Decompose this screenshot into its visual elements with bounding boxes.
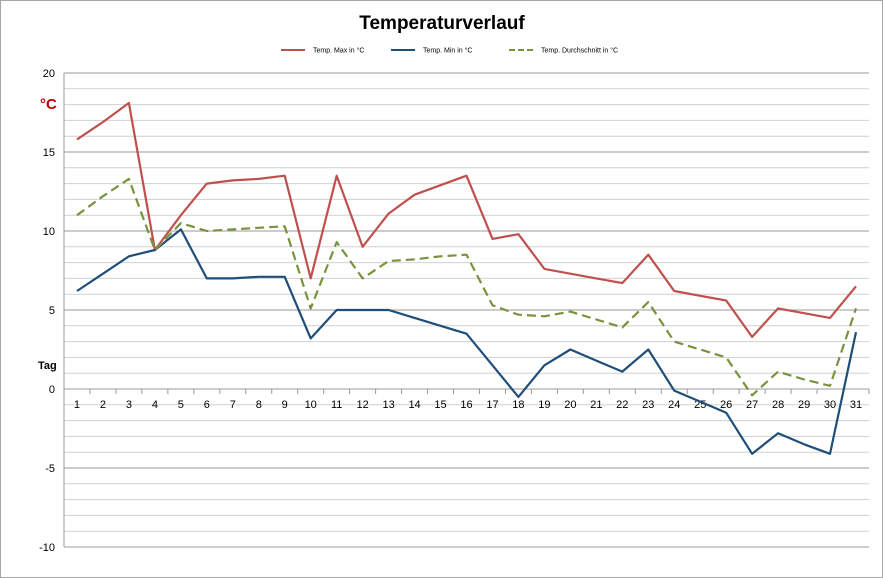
legend: Temp. Max in °C Temp. Min in °C Temp. Durc… — [281, 47, 618, 55]
x-tick-label: 27 — [746, 399, 758, 411]
x-tick-label: 4 — [152, 399, 158, 411]
x-tick-label: 6 — [204, 399, 210, 411]
x-tick-label: 24 — [668, 399, 680, 411]
legend-label: Temp. Durchschnitt in °C — [541, 47, 618, 55]
y-tick-label: 10 — [43, 226, 55, 238]
x-tick-label: 28 — [772, 399, 784, 411]
x-tick-label: 15 — [434, 399, 446, 411]
x-tick-label: 31 — [850, 399, 862, 411]
y-tick-label: 0 — [49, 384, 55, 396]
x-tick-label: 8 — [256, 399, 262, 411]
series-lines — [76, 101, 858, 455]
x-tick-label: 5 — [178, 399, 184, 411]
x-tick-label: 10 — [305, 399, 317, 411]
chart-title: Temperaturverlauf — [359, 13, 525, 34]
x-tick-label: 20 — [564, 399, 576, 411]
y-tick-label: 15 — [43, 147, 55, 159]
y-unit-label: °C — [40, 96, 57, 113]
x-tick-label: 29 — [798, 399, 810, 411]
x-tick-label: 11 — [331, 399, 342, 411]
grid-lines — [63, 72, 869, 548]
x-tick-label: 7 — [230, 399, 236, 411]
x-tick-label: 3 — [126, 399, 132, 411]
y-tick-label: 5 — [49, 305, 55, 317]
x-tick-label: 12 — [357, 399, 369, 411]
x-tick-label: 9 — [282, 399, 288, 411]
x-tick-label: 13 — [382, 399, 394, 411]
x-axis-label: Tag — [38, 360, 57, 372]
series-line — [76, 228, 858, 455]
x-tick-label: 16 — [460, 399, 472, 411]
x-tick-label: 14 — [408, 399, 420, 411]
y-tick-label: -10 — [39, 542, 55, 554]
series-line — [76, 177, 858, 397]
x-tick-label: 22 — [616, 399, 628, 411]
x-tick-label: 19 — [538, 399, 550, 411]
y-tick-label: 20 — [43, 68, 55, 80]
x-tick-label: 26 — [720, 399, 732, 411]
x-tick-label: 23 — [642, 399, 654, 411]
x-tick-label: 2 — [100, 399, 106, 411]
x-tick-label: 30 — [824, 399, 836, 411]
x-axis-ticks: 1 2 3 4 5 6 7 8 9 10 11 12 13 14 15 16 17 18 19 20 21 22 23 24 2… — [63, 389, 870, 411]
x-tick-label: 1 — [74, 399, 80, 411]
x-tick-label: 17 — [486, 399, 498, 411]
x-tick-label: 18 — [512, 399, 524, 411]
y-tick-label: -5 — [45, 463, 55, 475]
y-axis-ticks: -10 -5 0 5 10 15 20 — [39, 68, 55, 554]
legend-label: Temp. Min in °C — [423, 47, 472, 55]
series-line — [76, 101, 857, 338]
x-tick-label: 21 — [590, 399, 602, 411]
legend-label: Temp. Max in °C — [313, 47, 364, 55]
